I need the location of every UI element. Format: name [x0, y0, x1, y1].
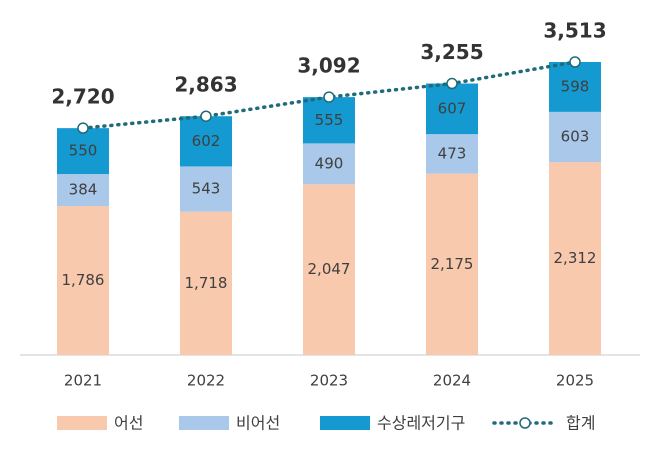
x-tick-label: 2023 — [310, 372, 348, 390]
segment-label: 607 — [438, 99, 467, 117]
total-label: 2,863 — [174, 73, 237, 97]
bar-segment — [549, 162, 601, 355]
legend-label: 합계 — [566, 414, 595, 433]
x-tick-label: 2025 — [556, 372, 594, 390]
bar-segment — [426, 83, 478, 135]
segment-label: 490 — [315, 154, 344, 172]
total-label: 3,513 — [543, 19, 606, 43]
x-tick-label: 2022 — [187, 372, 225, 390]
total-label: 3,092 — [297, 54, 360, 78]
bar-segment — [303, 184, 355, 355]
segment-label: 603 — [561, 128, 590, 146]
bar-segment — [303, 97, 355, 144]
bar-segment — [180, 166, 232, 212]
legend-label: 어선 — [114, 414, 143, 433]
bar-segment — [180, 211, 232, 355]
bar-segment — [180, 116, 232, 167]
legend-swatch — [179, 416, 229, 430]
total-marker — [77, 122, 89, 134]
segment-label: 555 — [315, 111, 344, 129]
bar-segment — [549, 111, 601, 163]
segment-label: 473 — [438, 144, 467, 162]
segment-label: 384 — [69, 181, 98, 199]
segment-label: 598 — [561, 77, 590, 95]
legend-marker — [519, 417, 531, 429]
segment-label: 1,786 — [62, 271, 105, 289]
bar-segment — [426, 173, 478, 355]
total-marker — [446, 77, 458, 90]
segment-label: 550 — [69, 142, 98, 160]
segment-label: 543 — [192, 180, 221, 198]
segment-label: 2,047 — [308, 260, 351, 278]
bar-segment — [303, 143, 355, 185]
total-marker — [200, 110, 212, 122]
total-label: 2,720 — [51, 85, 114, 109]
bar-segment — [549, 62, 601, 112]
legend-label: 비어선 — [236, 414, 280, 433]
bar-segment — [57, 206, 109, 355]
total-label: 3,255 — [420, 40, 483, 64]
x-tick-label: 2021 — [64, 372, 102, 390]
segment-label: 2,175 — [431, 255, 474, 273]
total-marker — [569, 56, 581, 68]
total-line — [81, 60, 577, 130]
x-tick-label: 2024 — [433, 372, 471, 390]
segment-label: 1,718 — [185, 274, 228, 292]
segment-label: 602 — [192, 132, 221, 150]
legend-swatch — [57, 416, 107, 430]
bar-segment — [57, 128, 109, 175]
legend-swatch — [320, 416, 370, 430]
bar-segment — [426, 134, 478, 174]
legend-label: 수상레저기구 — [377, 414, 465, 433]
bar-segment — [57, 174, 109, 207]
total-marker — [323, 91, 335, 103]
segment-label: 2,312 — [554, 249, 597, 267]
